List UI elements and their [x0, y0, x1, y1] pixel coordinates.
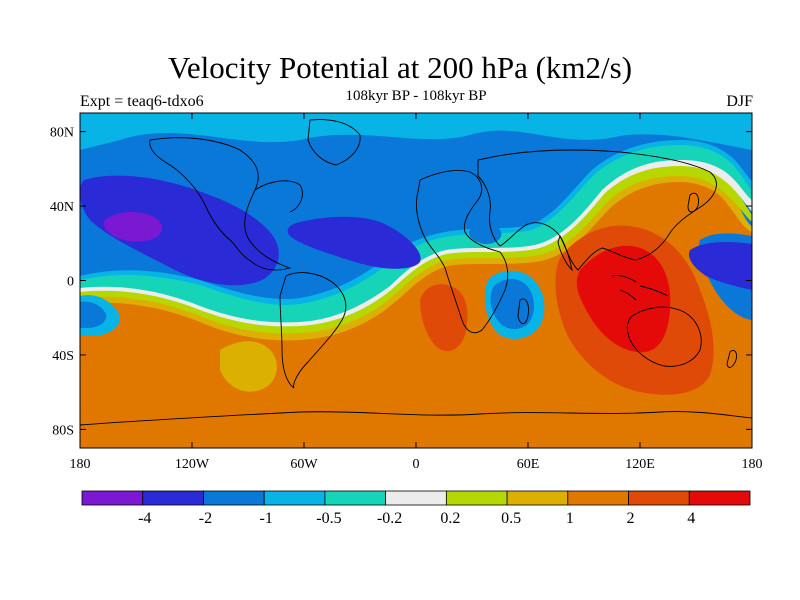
coast-madagascar	[517, 298, 529, 324]
y-tick-label: 80N	[50, 126, 74, 141]
field-ne-africa-low	[468, 224, 502, 245]
x-tick-label: 180	[70, 457, 91, 472]
field-atlantic-low	[287, 216, 421, 269]
y-tick-label: 40N	[50, 200, 74, 215]
colorbar-swatch	[81, 490, 144, 506]
colorbar-label: -2	[199, 510, 212, 527]
field-n-pacific-min	[103, 212, 162, 242]
colorbar-label: 0.2	[440, 510, 460, 527]
coast-asia	[477, 149, 717, 271]
field-maritime-max	[576, 245, 671, 353]
coast-north-america	[149, 137, 292, 271]
field-east-africa-blue	[490, 278, 534, 330]
colorbar-swatch	[142, 490, 204, 506]
coast-greenland	[307, 119, 361, 166]
coast-new-zealand	[726, 349, 737, 368]
colorbar-label: -0.5	[316, 510, 341, 527]
x-tick-label: 120E	[625, 457, 655, 472]
colorbar-swatch	[506, 490, 569, 506]
experiment-label: Expt = teaq6-tdxo6	[80, 93, 204, 110]
coast-hudson	[254, 180, 303, 213]
x-tick-label: 60W	[290, 457, 318, 472]
season-label: DJF	[726, 93, 753, 110]
field-sw-pacific-blue	[80, 301, 107, 328]
x-tick-label: 120W	[175, 457, 210, 472]
field-se-pacific-yellow	[220, 341, 277, 392]
colorbar-swatch	[688, 490, 751, 506]
chart-subtitle: 108kyr BP - 108kyr BP	[345, 88, 487, 104]
x-axis: 180 120W 60W 0 60E 120E 180	[70, 113, 763, 472]
coast-australia	[626, 306, 702, 367]
x-tick-label: 60E	[517, 457, 540, 472]
colorbar-label: -0.2	[377, 510, 402, 527]
field-n-pacific-low	[80, 175, 279, 286]
field-southern-ocean	[80, 395, 752, 448]
field-cyan-band	[80, 140, 752, 319]
field-arctic-cyan	[80, 113, 752, 150]
coastlines	[80, 119, 752, 426]
y-tick-label: 40S	[52, 349, 74, 364]
field-e-pacific-dark	[688, 242, 752, 290]
y-tick-label: 80S	[52, 423, 74, 438]
colorbar-label: 1	[566, 510, 574, 527]
coast-antarctica	[80, 411, 752, 426]
colorbar-swatch	[324, 490, 387, 506]
colorbar-swatch	[385, 490, 447, 506]
colorbar-label: 2	[627, 510, 635, 527]
colorbar-swatch	[445, 490, 508, 506]
chart-title: Velocity Potential at 200 hPa (km2/s)	[167, 50, 633, 85]
y-tick-label: 0	[67, 275, 74, 290]
colorbar-label: 0.5	[501, 510, 521, 527]
x-tick-label: 0	[413, 457, 420, 472]
colorbar: -4 -2 -1 -0.5 -0.2 0.2 0.5 1 2 4	[81, 490, 751, 527]
coast-south-america	[279, 272, 347, 389]
colorbar-swatch	[628, 490, 690, 506]
colorbar-label: -4	[138, 510, 151, 527]
contour-field	[80, 113, 752, 448]
field-teal-band	[80, 145, 752, 323]
coast-indonesia	[611, 275, 669, 301]
colorbar-swatch	[203, 490, 265, 506]
colorbar-swatch	[263, 490, 326, 506]
y-axis: 80N 40N 0 40S 80S	[50, 126, 752, 438]
x-tick-label: 180	[742, 457, 763, 472]
coast-europe-africa	[415, 169, 509, 334]
coast-india	[557, 234, 573, 272]
colorbar-swatch	[567, 490, 629, 506]
colorbar-label: -1	[260, 510, 273, 527]
coast-japan	[687, 192, 699, 213]
colorbar-label: 4	[687, 510, 695, 527]
